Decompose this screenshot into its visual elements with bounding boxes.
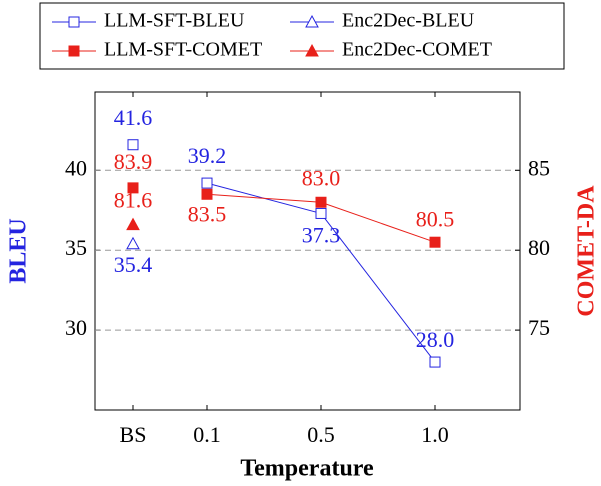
legend-label: LLM-SFT-COMET: [104, 39, 262, 61]
value-label: 35.4: [114, 252, 153, 277]
x-tick-label: BS: [120, 422, 147, 447]
y-axis-label: BLEU: [6, 218, 32, 283]
legend-marker: [68, 45, 80, 57]
y2-axis-label: COMET-DA: [574, 185, 600, 317]
y2-tick-label: 80: [528, 235, 550, 260]
legend-box: [39, 2, 565, 70]
legend-marker: [68, 16, 80, 28]
value-label: 83.9: [114, 149, 153, 174]
x-axis-label: Temperature: [240, 456, 374, 482]
value-label: 28.0: [416, 327, 455, 352]
data-point: [126, 217, 140, 231]
data-point: [127, 139, 139, 151]
legend-marker: [305, 43, 319, 57]
legend-label: LLM-SFT-BLEU: [104, 10, 245, 32]
value-label: 81.6: [114, 188, 153, 213]
x-tick-label: 0.1: [193, 422, 221, 447]
value-label: 41.6: [114, 105, 153, 130]
value-label: 83.5: [188, 201, 227, 226]
x-tick-label: 1.0: [421, 422, 449, 447]
data-point: [127, 182, 139, 194]
value-label: 39.2: [188, 143, 227, 168]
legend-label: Enc2Dec-COMET: [342, 39, 492, 61]
y-tick-label: 40: [65, 155, 87, 180]
y-tick-label: 35: [65, 235, 87, 260]
legend-marker: [305, 14, 319, 28]
data-point: [429, 356, 441, 368]
data-point: [126, 236, 140, 250]
data-point: [315, 207, 327, 219]
y2-tick-label: 85: [528, 155, 550, 180]
plot-frame: [94, 91, 521, 411]
y2-tick-label: 75: [528, 315, 550, 340]
legend-label: Enc2Dec-BLEU: [342, 10, 475, 32]
data-point: [201, 188, 213, 200]
data-point: [201, 177, 213, 189]
value-label: 83.0: [302, 165, 341, 190]
value-label: 37.3: [302, 222, 341, 247]
data-point: [315, 196, 327, 208]
x-tick-label: 0.5: [307, 422, 335, 447]
y-tick-label: 30: [65, 315, 87, 340]
value-label: 80.5: [416, 206, 455, 231]
data-point: [429, 236, 441, 248]
